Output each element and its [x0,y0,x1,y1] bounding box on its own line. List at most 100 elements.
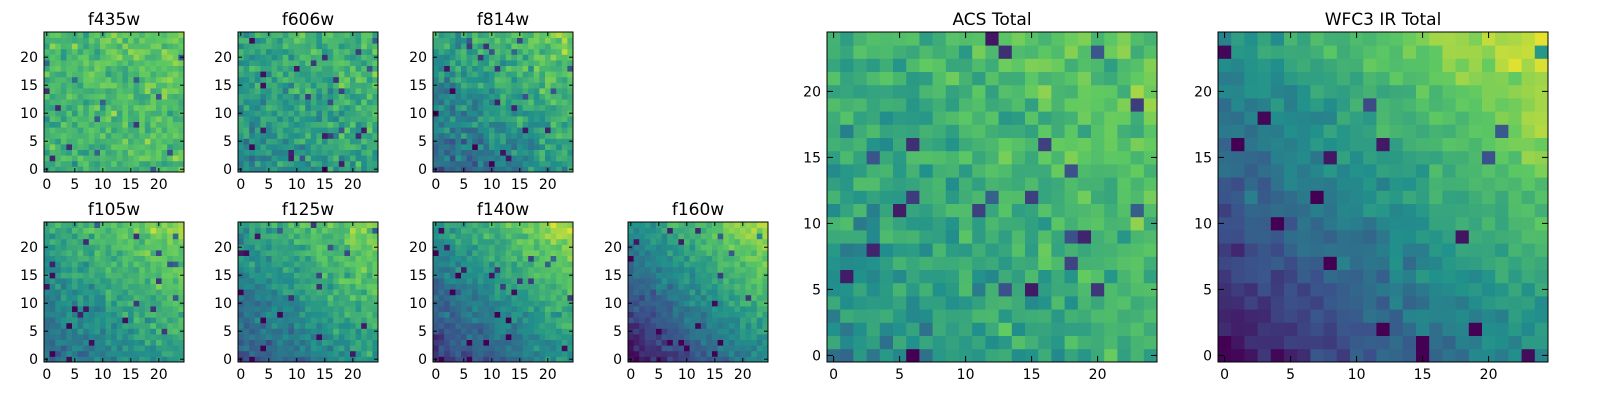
heatmap-cell [294,138,300,145]
heatmap-cell [489,60,495,66]
heatmap-cell [483,250,490,256]
heatmap-cell [489,71,495,78]
heatmap-cell [717,261,724,268]
heatmap-cell [66,149,73,156]
heatmap-cell [906,203,920,218]
heatmap-cell [60,93,67,100]
heatmap-cell [561,222,568,228]
heatmap-cell [700,339,707,346]
heatmap-cell [684,272,690,279]
heatmap-cell [706,261,713,268]
heatmap-cell [111,116,118,122]
heatmap-cell [55,283,62,290]
heatmap-cell [539,345,546,352]
heatmap-cell [433,116,439,122]
heatmap-cell [556,48,563,55]
heatmap-cell [116,311,123,318]
heatmap-cell [444,54,451,61]
heatmap-cell [338,127,345,134]
chart-title: f435w [88,10,140,30]
heatmap-cell [44,76,50,83]
heatmap-cell [628,255,634,262]
heatmap-cell [122,278,129,284]
heatmap-cell [366,144,373,150]
heatmap-cell [1117,190,1131,204]
heatmap-cell [700,278,707,284]
heatmap-cell [172,149,179,156]
heatmap-cell [455,99,462,106]
heatmap-cell [271,54,278,61]
heatmap-cell [1011,296,1026,310]
heatmap-cell [282,76,289,83]
heatmap-cell [288,116,295,122]
heatmap-cell [344,266,351,273]
heatmap-cell [355,255,362,262]
heatmap-cell [489,93,495,100]
heatmap-cell [128,71,134,78]
heatmap-cell [316,48,323,55]
heatmap-cell [717,350,724,357]
heatmap-cell [305,356,312,363]
heatmap-cell [567,32,574,38]
heatmap-cell [712,339,718,346]
heatmap-cell [260,110,267,117]
heatmap-cell [72,311,78,318]
heatmap-cell [932,309,947,323]
heatmap-cell [672,356,679,363]
heatmap-cell [49,155,56,162]
heatmap-cell [449,160,456,167]
heatmap-cell [712,250,718,256]
heatmap-cell [866,348,881,363]
heatmap-cell [128,250,134,256]
heatmap-cell [517,334,523,340]
heatmap-cell [327,322,334,329]
heatmap-cell [282,160,289,167]
heatmap-cell [505,272,512,279]
heatmap-cell [477,121,484,128]
chart-title: f105w [88,200,140,220]
heatmap-cell [178,227,185,234]
heatmap-cell [116,138,123,145]
heatmap-cell [111,127,118,134]
heatmap-cell [305,350,312,357]
heatmap-cell [556,37,563,44]
heatmap-cell [477,48,484,55]
heatmap-cell [77,261,84,268]
heatmap-cell [684,238,690,245]
heatmap-cell [128,110,134,117]
heatmap-cell [1077,335,1092,350]
heatmap-cell [455,93,462,100]
heatmap-cell [299,300,306,307]
x-tick-label: 5 [264,177,273,193]
heatmap-cell [1091,177,1105,191]
heatmap-cell [288,54,295,61]
heatmap-cell [167,300,174,307]
heatmap-cell [539,244,546,251]
heatmap-cell [522,294,529,301]
heatmap-cell [100,283,106,290]
heatmap-cell [333,278,340,284]
heatmap-cell [288,138,295,145]
heatmap-cell [299,48,306,55]
heatmap-cell [167,227,174,234]
heatmap-cell [639,266,646,273]
heatmap-cell [556,82,563,89]
heatmap-cell [489,311,495,318]
heatmap-cell [133,345,140,352]
heatmap-cell [700,255,707,262]
heatmap-cell [455,317,462,324]
heatmap-cell [66,356,73,363]
heatmap-cell [288,233,295,240]
heatmap-cell [277,222,284,228]
heatmap-cell [461,121,467,128]
heatmap-cell [294,227,300,234]
heatmap-cell [667,289,674,296]
heatmap-cell [100,160,106,167]
heatmap-cell [667,222,674,228]
heatmap-cell [511,350,518,357]
heatmap-cell [528,48,535,55]
heatmap-cell [678,233,685,240]
heatmap-cell [466,328,473,335]
heatmap-cell [350,322,356,329]
heatmap-cell [689,289,696,296]
